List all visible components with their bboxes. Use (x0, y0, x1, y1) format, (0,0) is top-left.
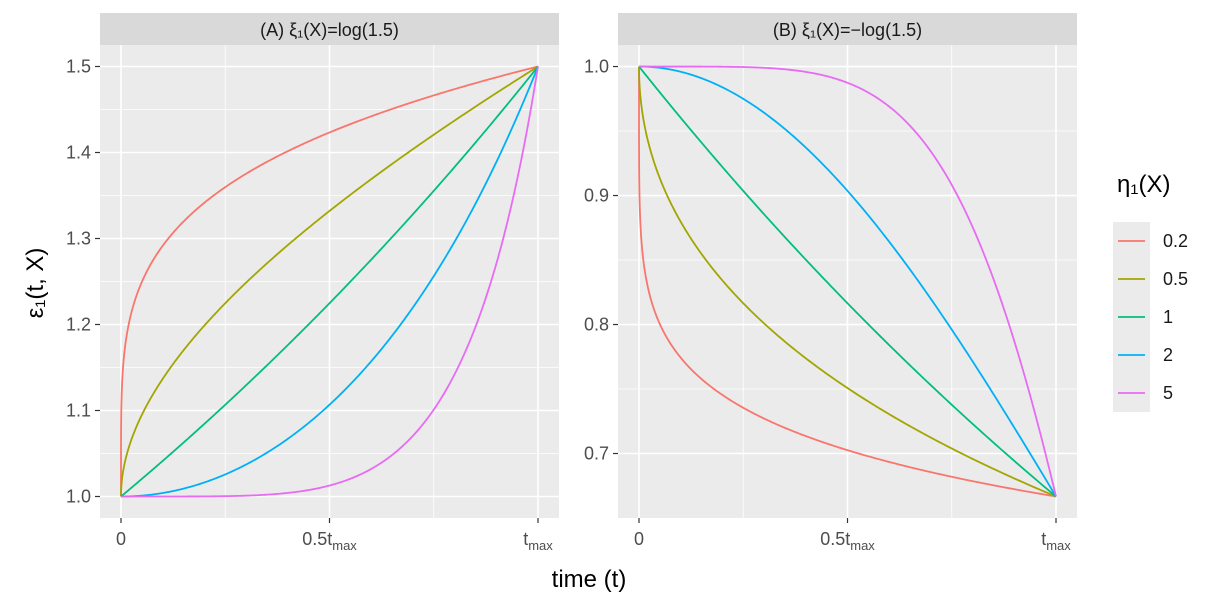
legend: η₁(X) 0.2 0.5 1 2 5 (1113, 171, 1188, 412)
x-tick-label: 0.5tmax (302, 529, 357, 553)
series-line-1 (638, 65, 1057, 498)
y-tick-label: 0.7 (584, 444, 609, 464)
series-line-0-2 (120, 65, 539, 497)
x-tick-label-subscript: max (528, 538, 553, 553)
y-tick-label: 0.9 (584, 186, 609, 206)
x-axis-title: time (t) (552, 566, 627, 593)
legend-label: 0.2 (1163, 231, 1188, 251)
series-line-0-2 (638, 66, 1057, 498)
y-tick-label: 1.0 (66, 487, 91, 507)
x-tick-label-main: 0.5t (302, 529, 332, 549)
series-line-0-5 (120, 65, 539, 497)
y-axis-title: ε₁(t, X) (22, 248, 49, 319)
y-tick-label: 1.0 (584, 57, 609, 77)
x-tick-label-main: t (1041, 529, 1046, 549)
panel-b: (B) ξ₁(X)=−log(1.5)0 0.5tmax tmax0.70.80.9… (584, 13, 1077, 553)
x-tick-label-subscript: max (332, 538, 357, 553)
panel-strip (100, 13, 559, 45)
x-tick-label-subscript: max (1046, 538, 1071, 553)
y-tick-label: 1.5 (66, 57, 91, 77)
y-tick-label: 1.3 (66, 229, 91, 249)
series-line-5 (639, 65, 1057, 497)
x-tick-label: 0.5tmax (820, 529, 875, 553)
x-tick-label-subscript: max (850, 538, 875, 553)
series-line-0-5 (638, 66, 1057, 498)
legend-label: 2 (1163, 345, 1173, 365)
y-tick-label: 0.8 (584, 315, 609, 335)
x-tick-label: tmax (523, 529, 553, 553)
panel-title: (A) ξ₁(X)=log(1.5) (260, 20, 399, 40)
y-tick-label: 1.4 (66, 143, 91, 163)
x-tick-label: 0 (634, 529, 644, 549)
x-tick-label: tmax (1041, 529, 1071, 553)
series-line-1 (120, 65, 539, 498)
legend-title: η₁(X) (1117, 171, 1170, 198)
panel-a: (A) ξ₁(X)=log(1.5)0 0.5tmax tmax1.01.11.21… (66, 13, 559, 553)
panel-title: (B) ξ₁(X)=−log(1.5) (773, 20, 922, 40)
legend-label: 5 (1163, 383, 1173, 403)
x-tick-label-main: 0 (634, 529, 644, 549)
x-tick-label-main: t (523, 529, 528, 549)
x-tick-label: 0 (116, 529, 126, 549)
panel-strip (618, 13, 1077, 45)
x-tick-label-main: 0 (116, 529, 126, 549)
series-line-5 (121, 66, 539, 498)
y-tick-label: 1.2 (66, 315, 91, 335)
legend-label: 1 (1163, 307, 1173, 327)
legend-label: 0.5 (1163, 269, 1188, 289)
y-tick-label: 1.1 (66, 401, 91, 421)
x-tick-label-main: 0.5t (820, 529, 850, 549)
